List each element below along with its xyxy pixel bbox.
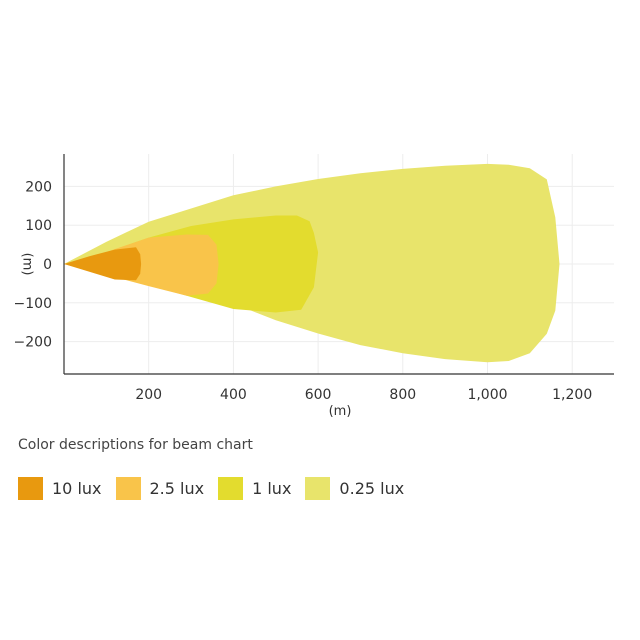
legend-swatch <box>115 477 141 500</box>
beam-areas <box>64 163 560 363</box>
legend-swatch <box>218 477 244 500</box>
legend-item: 0.25 lux <box>305 477 404 500</box>
legend-swatch <box>18 477 43 500</box>
x-tick-label: 600 <box>305 387 332 403</box>
legend-caption: Color descriptions for beam chart <box>18 437 253 453</box>
y-tick-label: −200 <box>14 335 52 351</box>
legend-label: 0.25 lux <box>339 479 405 498</box>
legend-label: 2.5 lux <box>149 479 205 498</box>
beam-area-2-5-lux <box>64 234 219 296</box>
x-axis-label: (m) <box>329 404 352 419</box>
x-tick-labels: 200 400 600 800 1,000 1,200 <box>135 387 592 403</box>
legend-label: 1 lux <box>252 479 292 498</box>
legend-label: 10 lux <box>52 479 102 498</box>
x-tick-label: 200 <box>135 387 162 403</box>
y-tick-label: 0 <box>43 257 52 273</box>
beam-area-10-lux <box>64 247 142 281</box>
y-tick-labels: 200 100 0 −100 −200 <box>14 179 52 350</box>
legend-item: 1 lux <box>218 477 291 500</box>
legend-item: 10 lux <box>18 477 102 500</box>
legend-swatch <box>305 477 331 500</box>
y-tick-label: −100 <box>14 296 52 312</box>
legend-item: 2.5 lux <box>115 477 205 500</box>
x-tick-label: 400 <box>220 387 247 403</box>
y-axis-label: (m) <box>20 253 35 276</box>
axes <box>63 154 614 375</box>
y-tick-label: 100 <box>25 218 52 234</box>
legend: 10 lux 2.5 lux 1 lux 0.25 lux <box>18 477 418 500</box>
y-tick-label: 200 <box>25 179 52 195</box>
beam-chart: 200 100 0 −100 −200 200 400 600 800 1,000 1,200 (… <box>14 154 614 419</box>
x-tick-label: 800 <box>389 387 416 403</box>
x-tick-label: 1,000 <box>467 387 507 403</box>
x-tick-label: 1,200 <box>552 387 592 403</box>
